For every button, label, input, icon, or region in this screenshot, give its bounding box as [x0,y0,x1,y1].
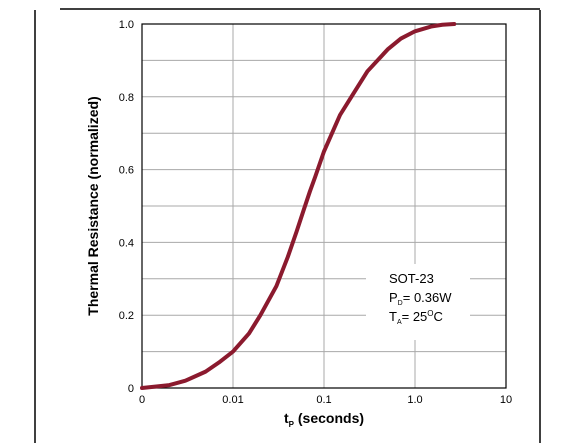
annotation-box [366,264,470,340]
annotation-ambient-subscript: A [397,319,402,326]
y-axis-title: Thermal Resistance (normalized) [85,96,101,315]
annotation-power-subscript: D [398,300,403,307]
x-tick-label: 0 [139,394,145,406]
x-tick-label: 10 [500,394,512,406]
y-tick-label: 0 [128,383,134,395]
plot-area [141,23,507,389]
thermal-resistance-curve [140,22,457,390]
grid [141,24,507,388]
annotation-power-value: = 0.36W [403,290,453,305]
y-tick-label: 0.8 [119,92,134,104]
annotation-device: SOT-23 [389,271,434,286]
annotation-ambient: TA= 25OC [389,309,443,326]
annotation-ambient-value: = 25 [402,309,428,324]
annotation-power-symbol: P [389,290,398,305]
y-tick-label: 0.4 [119,237,134,249]
annotation-ambient-degree: O [427,309,433,318]
annotation-power: PD= 0.36W [389,290,452,307]
y-tick-label: 1.0 [119,19,134,31]
x-axis-title-unit: (seconds) [294,410,364,426]
annotation-ambient-symbol: T [389,309,397,324]
x-tick-label: 0.01 [222,394,243,406]
x-tick-label: 1.0 [407,394,422,406]
y-tick-label: 0.2 [119,310,134,322]
x-axis-title-subscript: P [289,420,295,429]
y-tick-label: 0.6 [119,165,134,177]
x-axis-title: tP (seconds) [284,410,364,429]
x-tick-label: 0.1 [316,394,331,406]
tick-labels: 0 0.01 0.1 1.0 10 0 0.2 0.4 0.6 0.8 1.0 [119,19,512,406]
x-axis-title-symbol: t [284,410,289,426]
annotation-ambient-unit: C [434,309,443,324]
